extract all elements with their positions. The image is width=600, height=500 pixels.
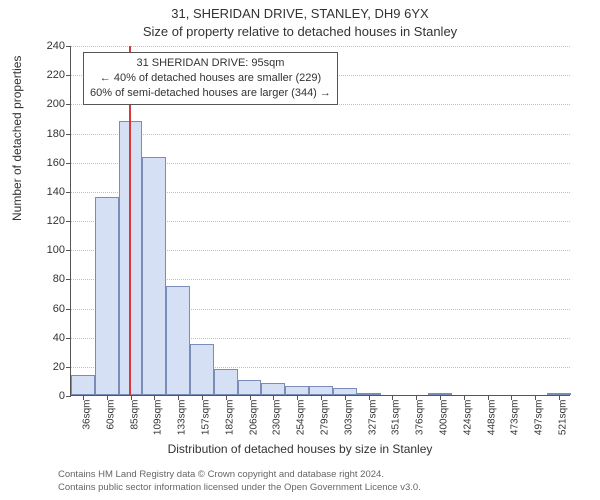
- y-tick-label: 0: [35, 390, 65, 402]
- y-tick: [66, 367, 71, 368]
- y-tick-label: 240: [35, 40, 65, 52]
- x-axis-label: Distribution of detached houses by size …: [0, 442, 600, 456]
- plot-area: 02040608010012014016018020022024036sqm60…: [70, 46, 570, 396]
- bar: [95, 197, 119, 395]
- chart-container: 31, SHERIDAN DRIVE, STANLEY, DH9 6YX Siz…: [0, 0, 600, 500]
- title-main: 31, SHERIDAN DRIVE, STANLEY, DH9 6YX: [0, 6, 600, 21]
- y-tick: [66, 75, 71, 76]
- bar: [261, 383, 285, 395]
- bar: [214, 369, 238, 395]
- y-tick-label: 200: [35, 98, 65, 110]
- bar: [309, 386, 333, 395]
- bar: [142, 157, 166, 395]
- y-tick-label: 20: [35, 361, 65, 373]
- annotation-line-2: ← 40% of detached houses are smaller (22…: [90, 71, 331, 86]
- y-tick-label: 180: [35, 128, 65, 140]
- y-tick: [66, 221, 71, 222]
- y-tick-label: 160: [35, 157, 65, 169]
- y-tick-label: 140: [35, 186, 65, 198]
- y-tick: [66, 396, 71, 397]
- y-tick: [66, 309, 71, 310]
- bar: [333, 388, 357, 395]
- y-tick: [66, 338, 71, 339]
- bar: [238, 380, 262, 395]
- bar: [285, 386, 309, 395]
- gridline: [71, 46, 570, 47]
- annotation-line-1: 31 SHERIDAN DRIVE: 95sqm: [90, 56, 331, 71]
- y-tick: [66, 163, 71, 164]
- y-axis-label: Number of detached properties: [10, 56, 24, 221]
- attribution: Contains HM Land Registry data © Crown c…: [58, 469, 421, 494]
- annotation-line-3: 60% of semi-detached houses are larger (…: [90, 86, 331, 101]
- attribution-line-2: Contains public sector information licen…: [58, 482, 421, 494]
- y-tick: [66, 192, 71, 193]
- gridline: [71, 134, 570, 135]
- annotation-box: 31 SHERIDAN DRIVE: 95sqm ← 40% of detach…: [83, 52, 338, 105]
- y-tick-label: 100: [35, 244, 65, 256]
- y-tick-label: 220: [35, 69, 65, 81]
- y-tick: [66, 134, 71, 135]
- bar: [71, 375, 95, 395]
- y-tick-label: 120: [35, 215, 65, 227]
- y-tick-label: 60: [35, 303, 65, 315]
- bar: [190, 344, 214, 395]
- y-tick-label: 40: [35, 332, 65, 344]
- y-tick: [66, 250, 71, 251]
- title-sub: Size of property relative to detached ho…: [0, 24, 600, 39]
- y-tick: [66, 46, 71, 47]
- bar: [166, 286, 190, 395]
- y-tick: [66, 279, 71, 280]
- y-tick: [66, 104, 71, 105]
- attribution-line-1: Contains HM Land Registry data © Crown c…: [58, 469, 421, 481]
- y-tick-label: 80: [35, 273, 65, 285]
